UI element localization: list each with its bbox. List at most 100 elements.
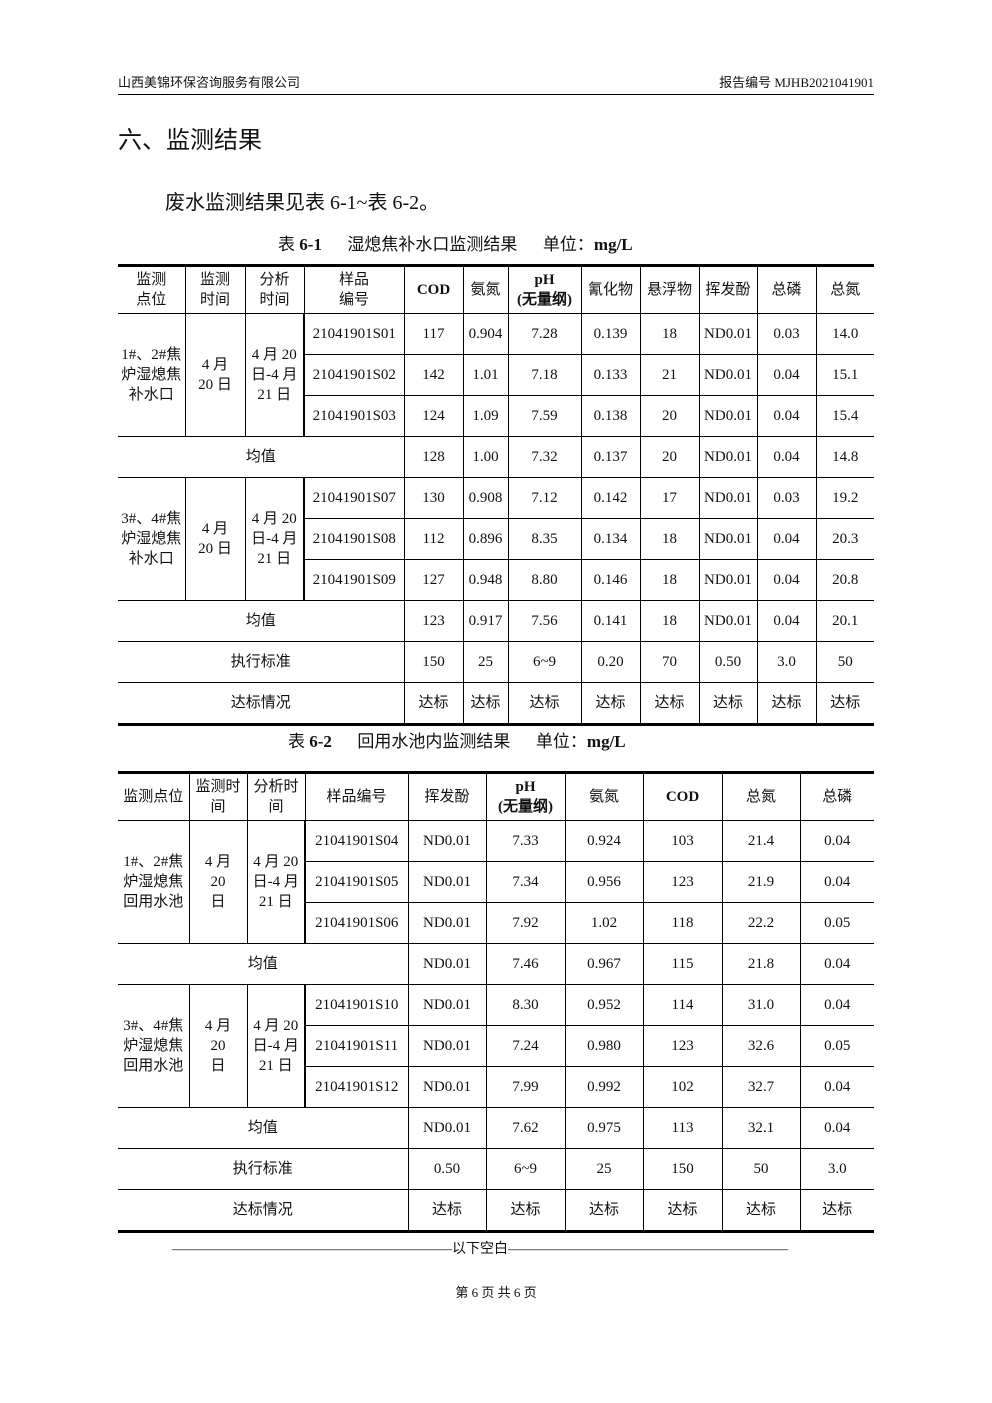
compliance-row: 达标情况 达标 达标 达标 达标 达标 达标: [118, 1189, 874, 1232]
standard-row-value: 25: [462, 641, 509, 683]
sample-id-cell: 21041901S11: [305, 1025, 409, 1067]
mean-value: 7.32: [507, 436, 582, 478]
value-cell: 118: [642, 902, 723, 944]
value-cell: 0.992: [564, 1066, 644, 1108]
column-header: 分析 时间: [244, 265, 305, 314]
mean-value: 7.46: [485, 943, 566, 985]
standard-row: 执行标准 150 25 6~9 0.20 70 0.50 3.0 50: [118, 641, 874, 683]
value-cell: ND0.01: [698, 559, 758, 601]
table-6-2: 监测点位 监测时 间分析时 间样品编号 挥发酚 pH (无量纲) 氨氮 COD 总氮 总磷 1#…: [118, 771, 874, 1233]
column-header: 监测时 间: [188, 772, 248, 821]
sample-id-cell: 21041901S10: [304, 984, 409, 1026]
table-row: 21041901S03 124 1.09 7.59 0.138 20 ND0.01 0.04 1…: [118, 395, 874, 437]
mean-value: 113: [642, 1107, 723, 1149]
sample-id-cell: 21041901S06: [305, 902, 409, 944]
standard-row-value: 0.50: [698, 641, 758, 683]
value-cell: 15.4: [815, 395, 874, 437]
site-cell: 3#、4#焦炉湿熄焦补水口: [118, 477, 186, 601]
column-header: 总氮: [815, 265, 874, 314]
value-cell: ND0.01: [407, 820, 487, 862]
sample-id-cell: 21041901S09: [304, 559, 405, 601]
compliance-row-label: 达标情况: [118, 682, 405, 725]
compliance-row-value: 达标: [721, 1189, 801, 1232]
end-note: ————————————————————以下空白————————————————…: [172, 1242, 788, 1257]
value-cell: 31.0: [721, 984, 801, 1026]
table2-caption: 表 6-2 回用水池内监测结果 单位：mg/L: [288, 732, 626, 751]
column-header: 总磷: [799, 772, 874, 821]
mean-value: 1.00: [462, 436, 509, 478]
value-cell: 7.59: [507, 395, 582, 437]
mean-value: 21.8: [721, 943, 801, 985]
value-cell: 7.12: [507, 477, 582, 519]
header-divider: [118, 94, 874, 95]
mean-value: ND0.01: [698, 436, 758, 478]
value-cell: 20.3: [815, 518, 874, 560]
mean-row: 均值 128 1.00 7.32 0.137 20 ND0.01 0.04 14.8: [118, 436, 874, 478]
standard-row-value: 70: [639, 641, 700, 683]
value-cell: 0.04: [756, 518, 817, 560]
mean-label: 均值: [118, 943, 409, 985]
value-cell: ND0.01: [407, 1025, 487, 1067]
value-cell: 8.30: [485, 984, 566, 1026]
value-cell: 0.133: [580, 354, 641, 396]
value-cell: 0.138: [580, 395, 641, 437]
value-cell: 0.134: [580, 518, 641, 560]
compliance-row-value: 达标: [815, 682, 874, 725]
compliance-row-value: 达标: [799, 1189, 874, 1232]
mean-value: 128: [403, 436, 464, 478]
standard-row-label: 执行标准: [118, 641, 405, 683]
header-row: 监测 点位 监测 时间 分析 时间 样品 编号 COD 氨氮 pH (无量纲) 氰化物 悬浮物挥…: [118, 265, 874, 314]
column-header: COD: [403, 265, 464, 314]
compliance-row-value: 达标: [642, 1189, 723, 1232]
value-cell: 7.92: [485, 902, 566, 944]
date-cell: 4 月 20 日: [188, 984, 248, 1108]
analysis-time-cell: 4 月 20 日-4 月 21 日: [244, 313, 305, 437]
value-cell: ND0.01: [698, 354, 758, 396]
column-header: pH (无量纲): [507, 265, 582, 314]
mean-value: 0.917: [462, 600, 509, 642]
column-header: 分析时 间: [246, 772, 306, 821]
standard-row-value: 50: [815, 641, 874, 683]
analysis-time-cell: 4 月 20 日-4 月 21 日: [246, 820, 306, 944]
value-cell: 0.904: [462, 313, 509, 355]
value-cell: 124: [403, 395, 464, 437]
value-cell: 0.896: [462, 518, 509, 560]
value-cell: 112: [403, 518, 464, 560]
value-cell: 0.04: [756, 559, 817, 601]
value-cell: 117: [403, 313, 464, 355]
value-cell: 7.99: [485, 1066, 566, 1108]
table-6-1: 监测 点位 监测 时间 分析 时间 样品 编号 COD 氨氮 pH (无量纲) 氰化物 悬浮物挥…: [118, 264, 874, 726]
value-cell: 22.2: [721, 902, 801, 944]
mean-value: ND0.01: [407, 943, 487, 985]
sample-id-cell: 21041901S08: [304, 518, 405, 560]
value-cell: 32.6: [721, 1025, 801, 1067]
date-cell: 4 月 20 日: [188, 820, 248, 944]
mean-value: 0.137: [580, 436, 641, 478]
page-footer: 第 6 页 共 6 页: [455, 1285, 537, 1300]
standard-row-value: 0.50: [407, 1148, 487, 1190]
standard-row: 执行标准 0.50 6~9 25 150 50 3.0: [118, 1148, 874, 1190]
mean-label: 均值: [118, 436, 405, 478]
mean-value: 7.56: [507, 600, 582, 642]
compliance-row-value: 达标: [698, 682, 758, 725]
mean-value: 0.04: [799, 1107, 874, 1149]
sample-id-cell: 21041901S12: [305, 1066, 409, 1108]
column-header: 样品 编号: [303, 265, 405, 314]
sample-id-cell: 21041901S04: [304, 820, 409, 862]
value-cell: ND0.01: [698, 313, 758, 355]
compliance-row-value: 达标: [507, 682, 582, 725]
standard-row-value: 25: [564, 1148, 644, 1190]
value-cell: 14.0: [815, 313, 874, 355]
value-cell: 20.8: [815, 559, 874, 601]
table-row: 21041901S05 ND0.01 7.34 0.956 123 21.9 0.04: [118, 861, 874, 903]
table-row: 21041901S09 127 0.948 8.80 0.146 18 ND0.01 0.04…: [118, 559, 874, 601]
value-cell: ND0.01: [698, 518, 758, 560]
value-cell: 0.04: [799, 984, 874, 1026]
column-header: 挥发酚: [407, 772, 487, 821]
value-cell: 0.04: [799, 861, 874, 903]
mean-value: 7.62: [485, 1107, 566, 1149]
value-cell: 15.1: [815, 354, 874, 396]
value-cell: 8.80: [507, 559, 582, 601]
